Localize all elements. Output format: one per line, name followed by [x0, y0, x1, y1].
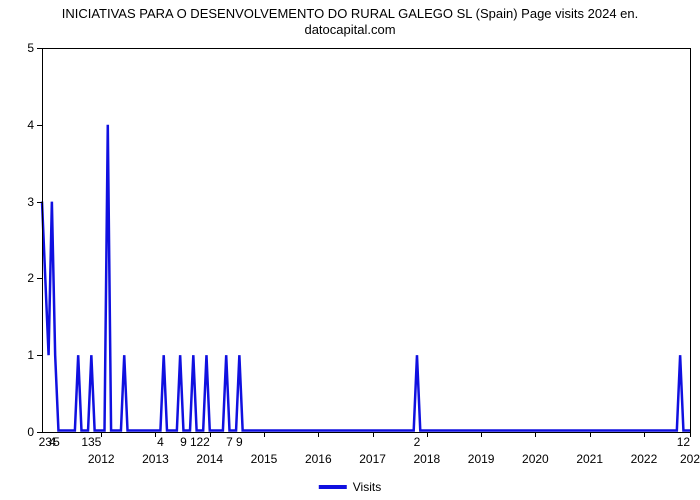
legend-label: Visits	[353, 480, 381, 494]
y-axis-line	[42, 48, 43, 432]
y-tick-label: 1	[27, 348, 34, 362]
point-label: 9	[180, 435, 187, 449]
x-tick-mark	[690, 432, 691, 437]
x-year-label: 2018	[413, 452, 440, 466]
point-label: 2	[203, 435, 210, 449]
legend: Visits	[319, 480, 381, 494]
x-year-label: 2015	[251, 452, 278, 466]
point-label: 13	[81, 435, 94, 449]
x-year-label: 2014	[196, 452, 223, 466]
point-label: 5	[53, 435, 60, 449]
y-tick-label: 3	[27, 195, 34, 209]
y-tick-label: 4	[27, 118, 34, 132]
x-year-label: 2012	[88, 452, 115, 466]
y-tick-label: 2	[27, 271, 34, 285]
x-year-label: 2022	[631, 452, 658, 466]
x-year-label: 2016	[305, 452, 332, 466]
point-label: 2	[414, 435, 421, 449]
x-year-label: 202	[680, 452, 700, 466]
legend-swatch	[319, 485, 347, 489]
y-tick-label: 0	[27, 425, 34, 439]
point-label: 9	[236, 435, 243, 449]
point-label: 4	[157, 435, 164, 449]
x-year-label: 2019	[468, 452, 495, 466]
point-label: 5	[95, 435, 102, 449]
point-label: 12	[677, 435, 690, 449]
x-axis-line	[42, 432, 690, 433]
point-label: 7	[226, 435, 233, 449]
visits-chart: INICIATIVAS PARA O DESENVOLVEMENTO DO RU…	[0, 0, 700, 500]
y-tick-label: 5	[27, 41, 34, 55]
x-year-label: 2021	[576, 452, 603, 466]
x-year-label: 2013	[142, 452, 169, 466]
x-year-label: 2017	[359, 452, 386, 466]
visits-series	[0, 0, 700, 500]
x-year-label: 2020	[522, 452, 549, 466]
